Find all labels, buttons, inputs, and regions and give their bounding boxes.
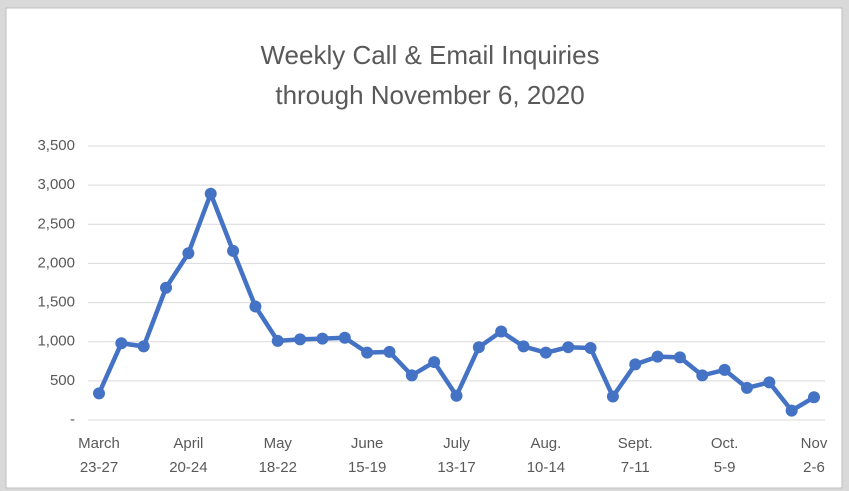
data-point (629, 358, 642, 371)
data-point (383, 345, 396, 358)
data-point (785, 404, 798, 417)
y-tick-label: - (70, 411, 75, 428)
data-point (137, 340, 150, 353)
data-point (517, 340, 530, 353)
data-point (428, 356, 441, 369)
y-tick-label: 1,500 (37, 294, 75, 311)
data-point (673, 351, 686, 364)
data-point (696, 369, 709, 382)
data-point (361, 346, 374, 359)
x-tick-label: March (78, 435, 120, 452)
x-tick-label: July (443, 435, 470, 452)
y-tick-label: 2,500 (37, 215, 75, 232)
x-tick-label: April (173, 435, 203, 452)
x-tick-label: 13-17 (437, 459, 475, 476)
y-tick-label: 3,000 (37, 176, 75, 193)
data-point (808, 391, 820, 404)
data-point (338, 331, 351, 344)
data-point (316, 332, 329, 345)
x-tick-label: 18-22 (259, 459, 297, 476)
data-point (160, 281, 173, 294)
y-tick-label: 2,000 (37, 254, 75, 271)
y-tick-label: 500 (50, 372, 75, 389)
data-point (249, 300, 262, 313)
x-tick-label: 5-9 (714, 459, 736, 476)
data-point (740, 381, 753, 394)
chart-title: through November 6, 2020 (275, 80, 584, 110)
x-tick-label: 10-14 (527, 459, 565, 476)
x-tick-label: 20-24 (169, 459, 207, 476)
data-point (271, 334, 284, 347)
x-tick-label: Oct. (711, 435, 739, 452)
chart-title: Weekly Call & Email Inquiries (260, 40, 599, 70)
data-point (93, 387, 105, 400)
data-point (204, 187, 217, 200)
data-point (651, 350, 664, 363)
data-point (472, 341, 485, 354)
data-point (450, 389, 463, 402)
data-point (562, 341, 575, 354)
x-tick-label: 7-11 (621, 459, 650, 476)
y-tick-label: 3,500 (37, 137, 75, 154)
x-tick-label: 23-27 (80, 459, 118, 476)
data-point (606, 390, 619, 403)
data-point (539, 346, 552, 359)
data-point (405, 369, 418, 382)
data-point (718, 363, 731, 376)
x-tick-label: Nov (801, 435, 828, 452)
data-point (115, 337, 128, 350)
data-point (495, 325, 508, 338)
x-tick-label: May (264, 435, 293, 452)
x-tick-label: 2-6 (803, 459, 825, 476)
x-tick-label: June (351, 435, 384, 452)
x-tick-label: Sept. (618, 435, 653, 452)
data-point (584, 341, 597, 354)
data-point (182, 247, 195, 260)
data-point (763, 376, 776, 389)
x-tick-label: 15-19 (348, 459, 386, 476)
x-tick-label: Aug. (530, 435, 561, 452)
data-point (294, 333, 307, 346)
chart-card (5, 7, 843, 489)
y-tick-label: 1,000 (37, 333, 75, 350)
data-point (227, 244, 240, 257)
